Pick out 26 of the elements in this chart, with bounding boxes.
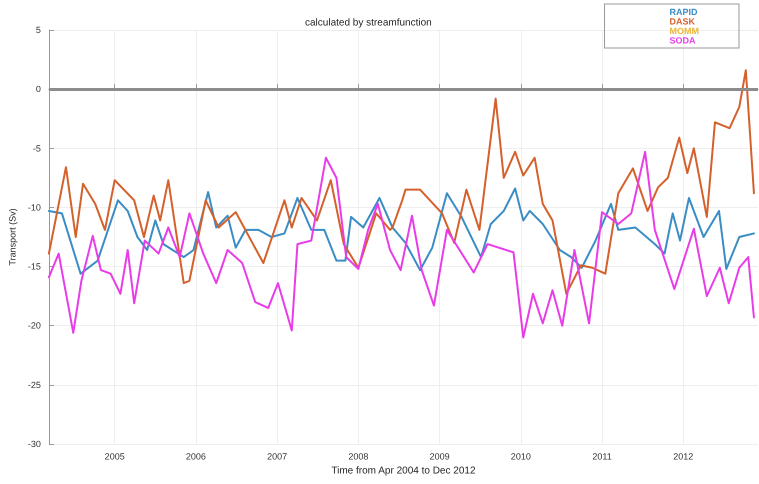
text: DASK <box>670 16 696 26</box>
y-tick-label: 0 <box>36 84 41 94</box>
y-tick-label: -25 <box>28 380 41 390</box>
x-tick-label: 2008 <box>348 452 368 462</box>
y-tick-label: -20 <box>28 320 41 331</box>
chart-title: calculated by streamfunction <box>305 18 432 28</box>
y-tick-label: -5 <box>32 143 41 154</box>
x-tick-label: 2007 <box>267 452 288 462</box>
y-axis-title: Transport (Sv) <box>8 208 18 266</box>
x-tick-label: 2010 <box>510 452 531 462</box>
x-tick-label: 2005 <box>104 452 125 462</box>
x-tick-label: 2009 <box>430 452 450 462</box>
x-axis-title: Time from Apr 2004 to Dec 2012 <box>331 466 476 476</box>
y-tick-label: -30 <box>28 439 41 449</box>
x-tick-label: 2012 <box>673 452 694 462</box>
text: SODA <box>670 36 696 46</box>
line-series <box>48 188 755 275</box>
text: RAPID <box>670 7 698 17</box>
line-series <box>48 150 755 339</box>
y-tick-label: -10 <box>28 202 41 212</box>
y-tick-label: 5 <box>36 25 41 35</box>
line-series <box>48 69 755 295</box>
legend-label: MOMM <box>670 26 700 36</box>
x-tick-label: 2011 <box>592 452 612 462</box>
y-tick-label: -15 <box>28 262 41 272</box>
x-tick-label: 2006 <box>186 452 206 462</box>
